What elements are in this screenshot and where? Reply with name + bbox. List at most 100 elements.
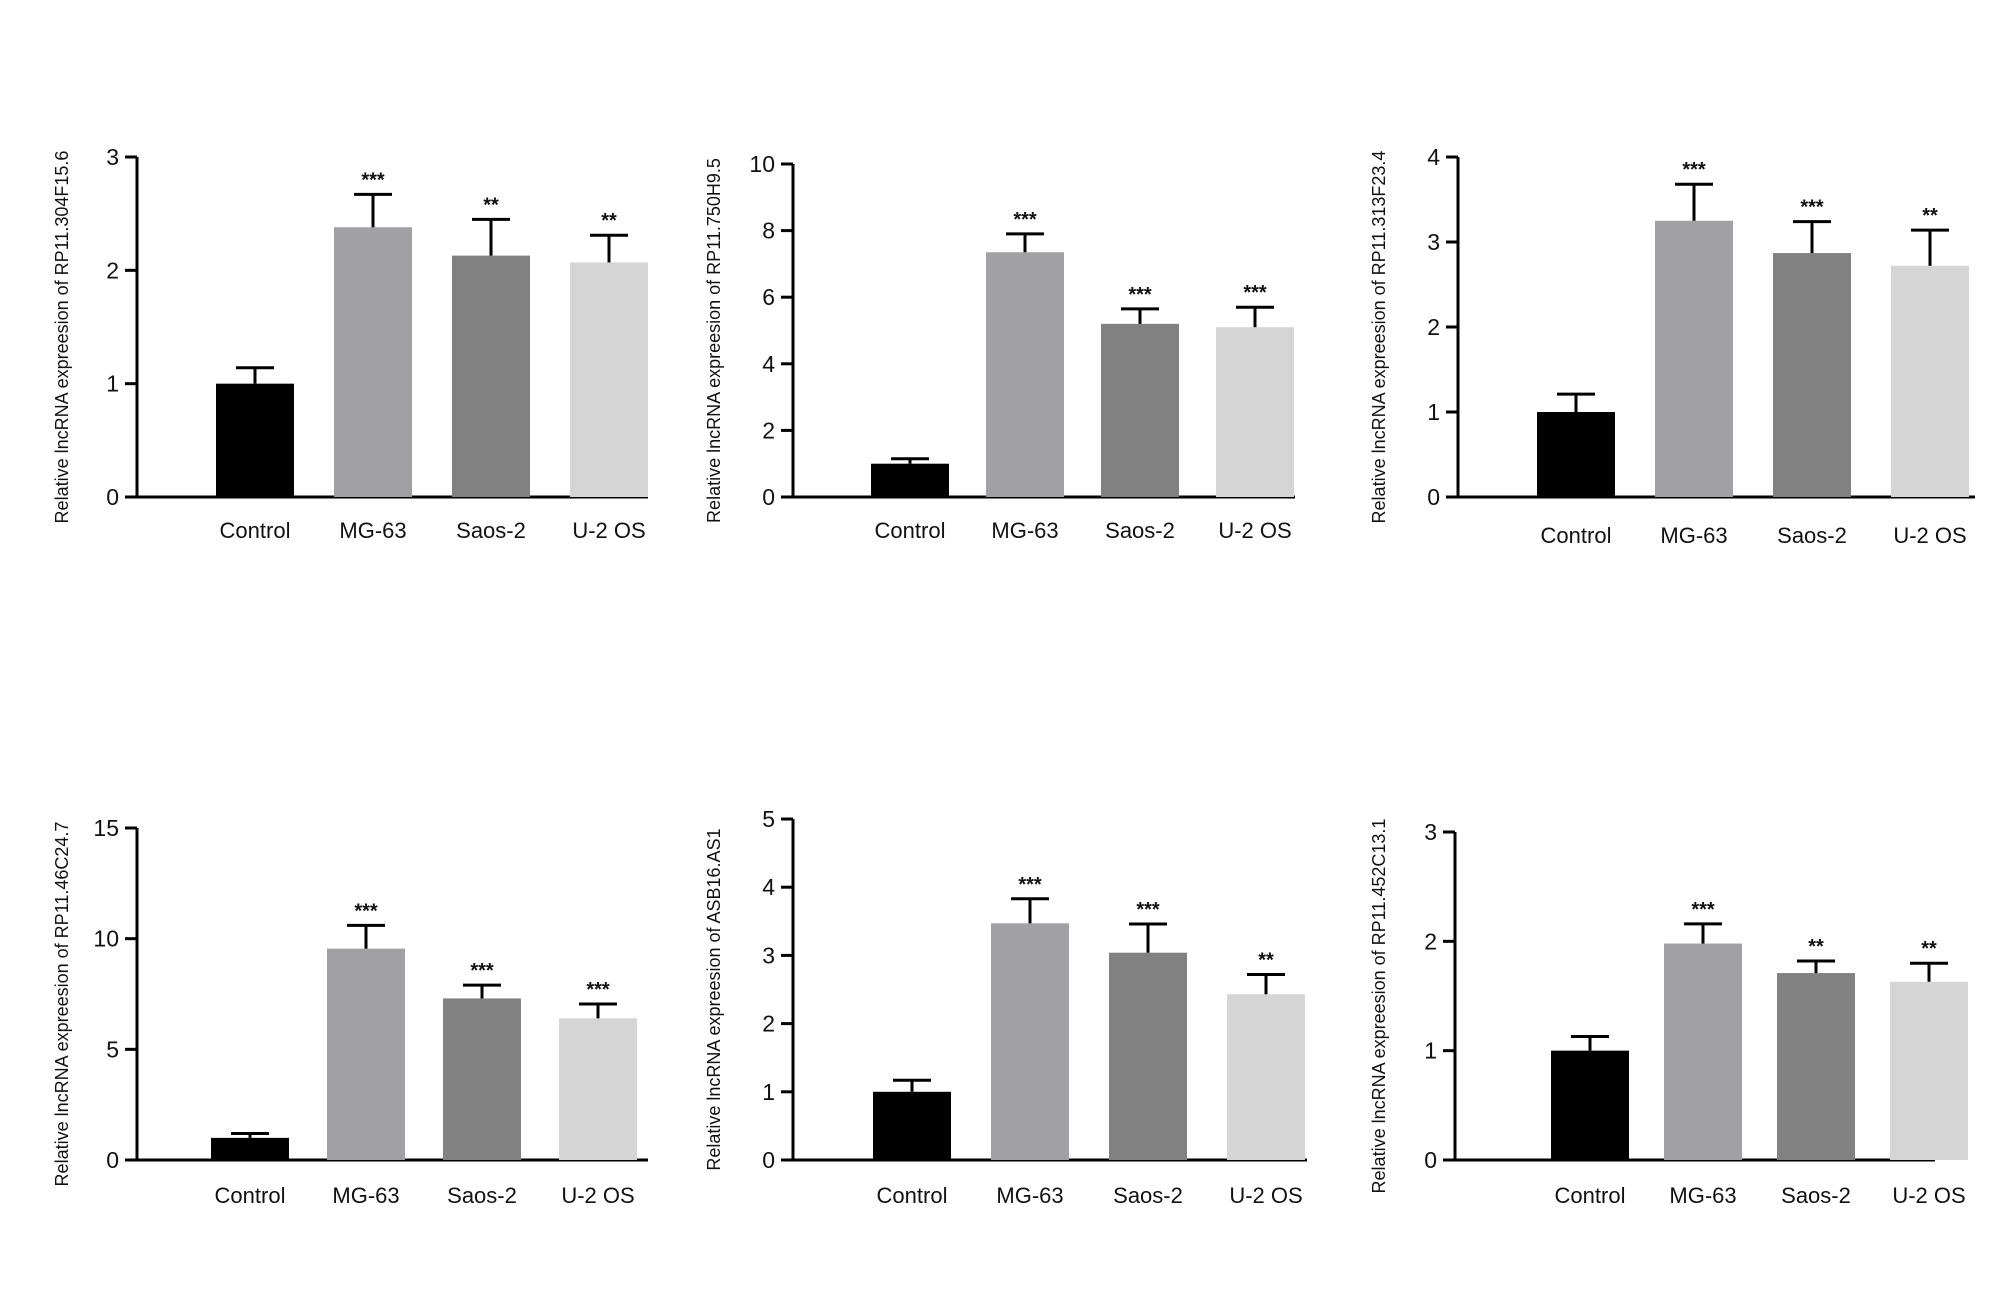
bar-mg-63 [334,227,412,497]
chart-panel-6: 0 1 2 3 Relative lncRNA expreesion of RP11.4… [1369,819,1968,1208]
y-axis-label: Relative lncRNA expreesion of RP11.304F1… [52,151,72,524]
x-category-label: Control [1555,1183,1626,1208]
bar-mg-63 [1664,943,1742,1160]
significance-marker: *** [1682,159,1706,181]
significance-marker: *** [1128,284,1152,306]
x-category-label: MG-63 [339,518,406,543]
y-tick-label: 0 [106,1147,119,1173]
bar-u-2-os [1891,265,1969,497]
significance-marker: ** [483,194,499,216]
x-category-label: U-2 OS [1229,1183,1302,1208]
bar-control [211,1137,289,1160]
x-category-label: Control [1541,523,1612,548]
bar-saos-2 [1777,973,1855,1160]
y-tick-label: 0 [1424,1147,1437,1173]
y-tick-label: 5 [762,806,775,832]
significance-marker: *** [354,900,378,922]
x-category-label: U-2 OS [1218,518,1291,543]
y-axis-label: Relative lncRNA expreesion of RP11.313F2… [1369,151,1389,524]
y-tick-label: 3 [106,144,119,170]
y-axis-label: Relative lncRNA expreesion of ASB16.AS1 [704,828,724,1170]
y-tick-label: 1 [1427,399,1440,425]
y-tick-label: 10 [749,151,775,177]
x-category-label: U-2 OS [572,518,645,543]
bar-mg-63 [327,948,405,1160]
y-tick-label: 3 [762,942,775,968]
y-tick-label: 2 [762,417,775,443]
y-axis-label: Relative lncRNA expreesion of RP11.452C1… [1369,819,1389,1194]
x-category-label: MG-63 [1660,523,1727,548]
bar-control [871,463,949,497]
x-category-label: U-2 OS [561,1183,634,1208]
significance-marker: ** [1258,949,1274,971]
y-tick-label: 3 [1427,229,1440,255]
y-tick-label: 4 [762,351,775,377]
x-category-label: Control [877,1183,948,1208]
significance-marker: *** [1136,899,1160,921]
y-tick-label: 2 [106,257,119,283]
x-category-label: Saos-2 [1777,523,1847,548]
x-category-label: MG-63 [991,518,1058,543]
bar-u-2-os [1890,981,1968,1160]
y-tick-label: 0 [1427,484,1440,510]
x-category-label: MG-63 [996,1183,1063,1208]
y-tick-label: 1 [1424,1038,1437,1064]
x-category-label: Saos-2 [1113,1183,1183,1208]
significance-marker: *** [1691,899,1715,921]
chart-panel-2: 0 2 4 6 8 10 Relative lncRNA expreesion of RP1… [704,151,1295,543]
bar-control [1551,1050,1629,1160]
y-tick-label: 15 [93,815,119,841]
bar-u-2-os [1227,994,1305,1160]
x-category-label: Saos-2 [447,1183,517,1208]
significance-marker: *** [1243,282,1267,304]
y-tick-label: 10 [93,926,119,952]
significance-marker: ** [1921,938,1937,960]
chart-panel-5: 0 1 2 3 4 5 Relative lncRNA expreesion of ASB1… [704,806,1307,1208]
y-tick-label: 4 [1427,144,1440,170]
bar-u-2-os [559,1018,637,1160]
y-tick-label: 0 [762,484,775,510]
y-tick-label: 8 [762,218,775,244]
bar-mg-63 [986,252,1064,497]
x-category-label: Saos-2 [456,518,526,543]
bar-saos-2 [443,998,521,1160]
bar-u-2-os [1216,327,1294,497]
y-axis-label: Relative lncRNA expreesion of RP11.46C24… [52,822,72,1187]
y-tick-label: 2 [1424,928,1437,954]
bar-control [873,1091,951,1160]
significance-marker: ** [1922,205,1938,227]
significance-marker: *** [586,979,610,1001]
y-tick-label: 3 [1424,819,1437,845]
y-tick-label: 0 [762,1147,775,1173]
bar-u-2-os [570,262,648,497]
bar-saos-2 [452,255,530,497]
bar-control [1537,412,1615,497]
x-category-label: Control [875,518,946,543]
y-tick-label: 5 [106,1036,119,1062]
significance-marker: *** [1800,197,1824,219]
y-tick-label: 1 [106,371,119,397]
x-category-label: Control [220,518,291,543]
significance-marker: *** [1018,874,1042,896]
y-tick-label: 2 [1427,314,1440,340]
bar-saos-2 [1109,952,1187,1160]
significance-marker: ** [601,210,617,232]
chart-panel-3: 0 1 2 3 4 Relative lncRNA expreesion of RP11.… [1369,144,1975,548]
x-category-label: Control [215,1183,286,1208]
bar-mg-63 [991,923,1069,1160]
x-category-label: U-2 OS [1893,523,1966,548]
x-category-label: Saos-2 [1105,518,1175,543]
significance-marker: *** [361,169,385,191]
y-axis-label: Relative lncRNA expreesion of RP11.750H9… [704,158,724,523]
chart-panel-1: 0 1 2 3 Relative lncRNA expreesion of RP11.3… [52,144,648,543]
significance-marker: *** [1013,209,1037,231]
y-tick-label: 1 [762,1079,775,1105]
x-category-label: MG-63 [1669,1183,1736,1208]
x-category-label: U-2 OS [1892,1183,1965,1208]
significance-marker: ** [1808,936,1824,958]
bar-saos-2 [1773,253,1851,497]
y-tick-label: 6 [762,284,775,310]
x-category-label: MG-63 [332,1183,399,1208]
x-category-label: Saos-2 [1781,1183,1851,1208]
